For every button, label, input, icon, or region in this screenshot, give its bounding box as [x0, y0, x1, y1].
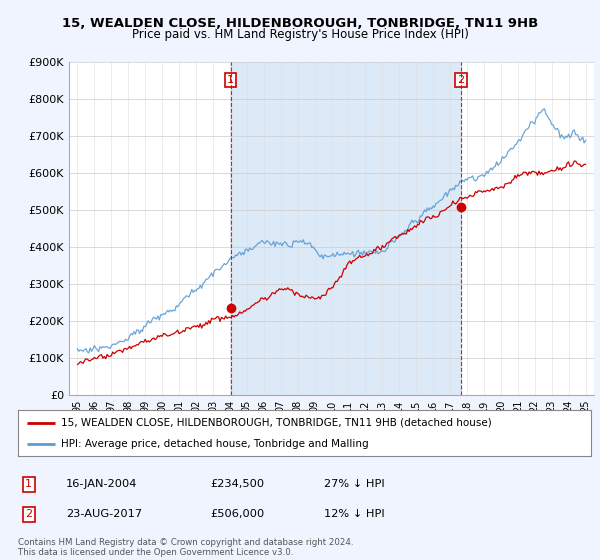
Text: HPI: Average price, detached house, Tonbridge and Malling: HPI: Average price, detached house, Tonb… [61, 439, 368, 449]
Text: 1: 1 [227, 75, 234, 85]
Text: 15, WEALDEN CLOSE, HILDENBOROUGH, TONBRIDGE, TN11 9HB: 15, WEALDEN CLOSE, HILDENBOROUGH, TONBRI… [62, 17, 538, 30]
Text: 15, WEALDEN CLOSE, HILDENBOROUGH, TONBRIDGE, TN11 9HB (detached house): 15, WEALDEN CLOSE, HILDENBOROUGH, TONBRI… [61, 418, 492, 428]
Text: £506,000: £506,000 [210, 509, 264, 519]
Text: Contains HM Land Registry data © Crown copyright and database right 2024.
This d: Contains HM Land Registry data © Crown c… [18, 538, 353, 557]
Text: 23-AUG-2017: 23-AUG-2017 [66, 509, 142, 519]
Text: 2: 2 [25, 509, 32, 519]
Bar [230, 62, 461, 395]
Text: £234,500: £234,500 [210, 479, 264, 489]
Text: 1: 1 [25, 479, 32, 489]
Text: Price paid vs. HM Land Registry's House Price Index (HPI): Price paid vs. HM Land Registry's House … [131, 28, 469, 41]
Text: 12% ↓ HPI: 12% ↓ HPI [324, 509, 385, 519]
Text: 16-JAN-2004: 16-JAN-2004 [66, 479, 137, 489]
Text: 2: 2 [457, 75, 464, 85]
Text: 27% ↓ HPI: 27% ↓ HPI [324, 479, 385, 489]
